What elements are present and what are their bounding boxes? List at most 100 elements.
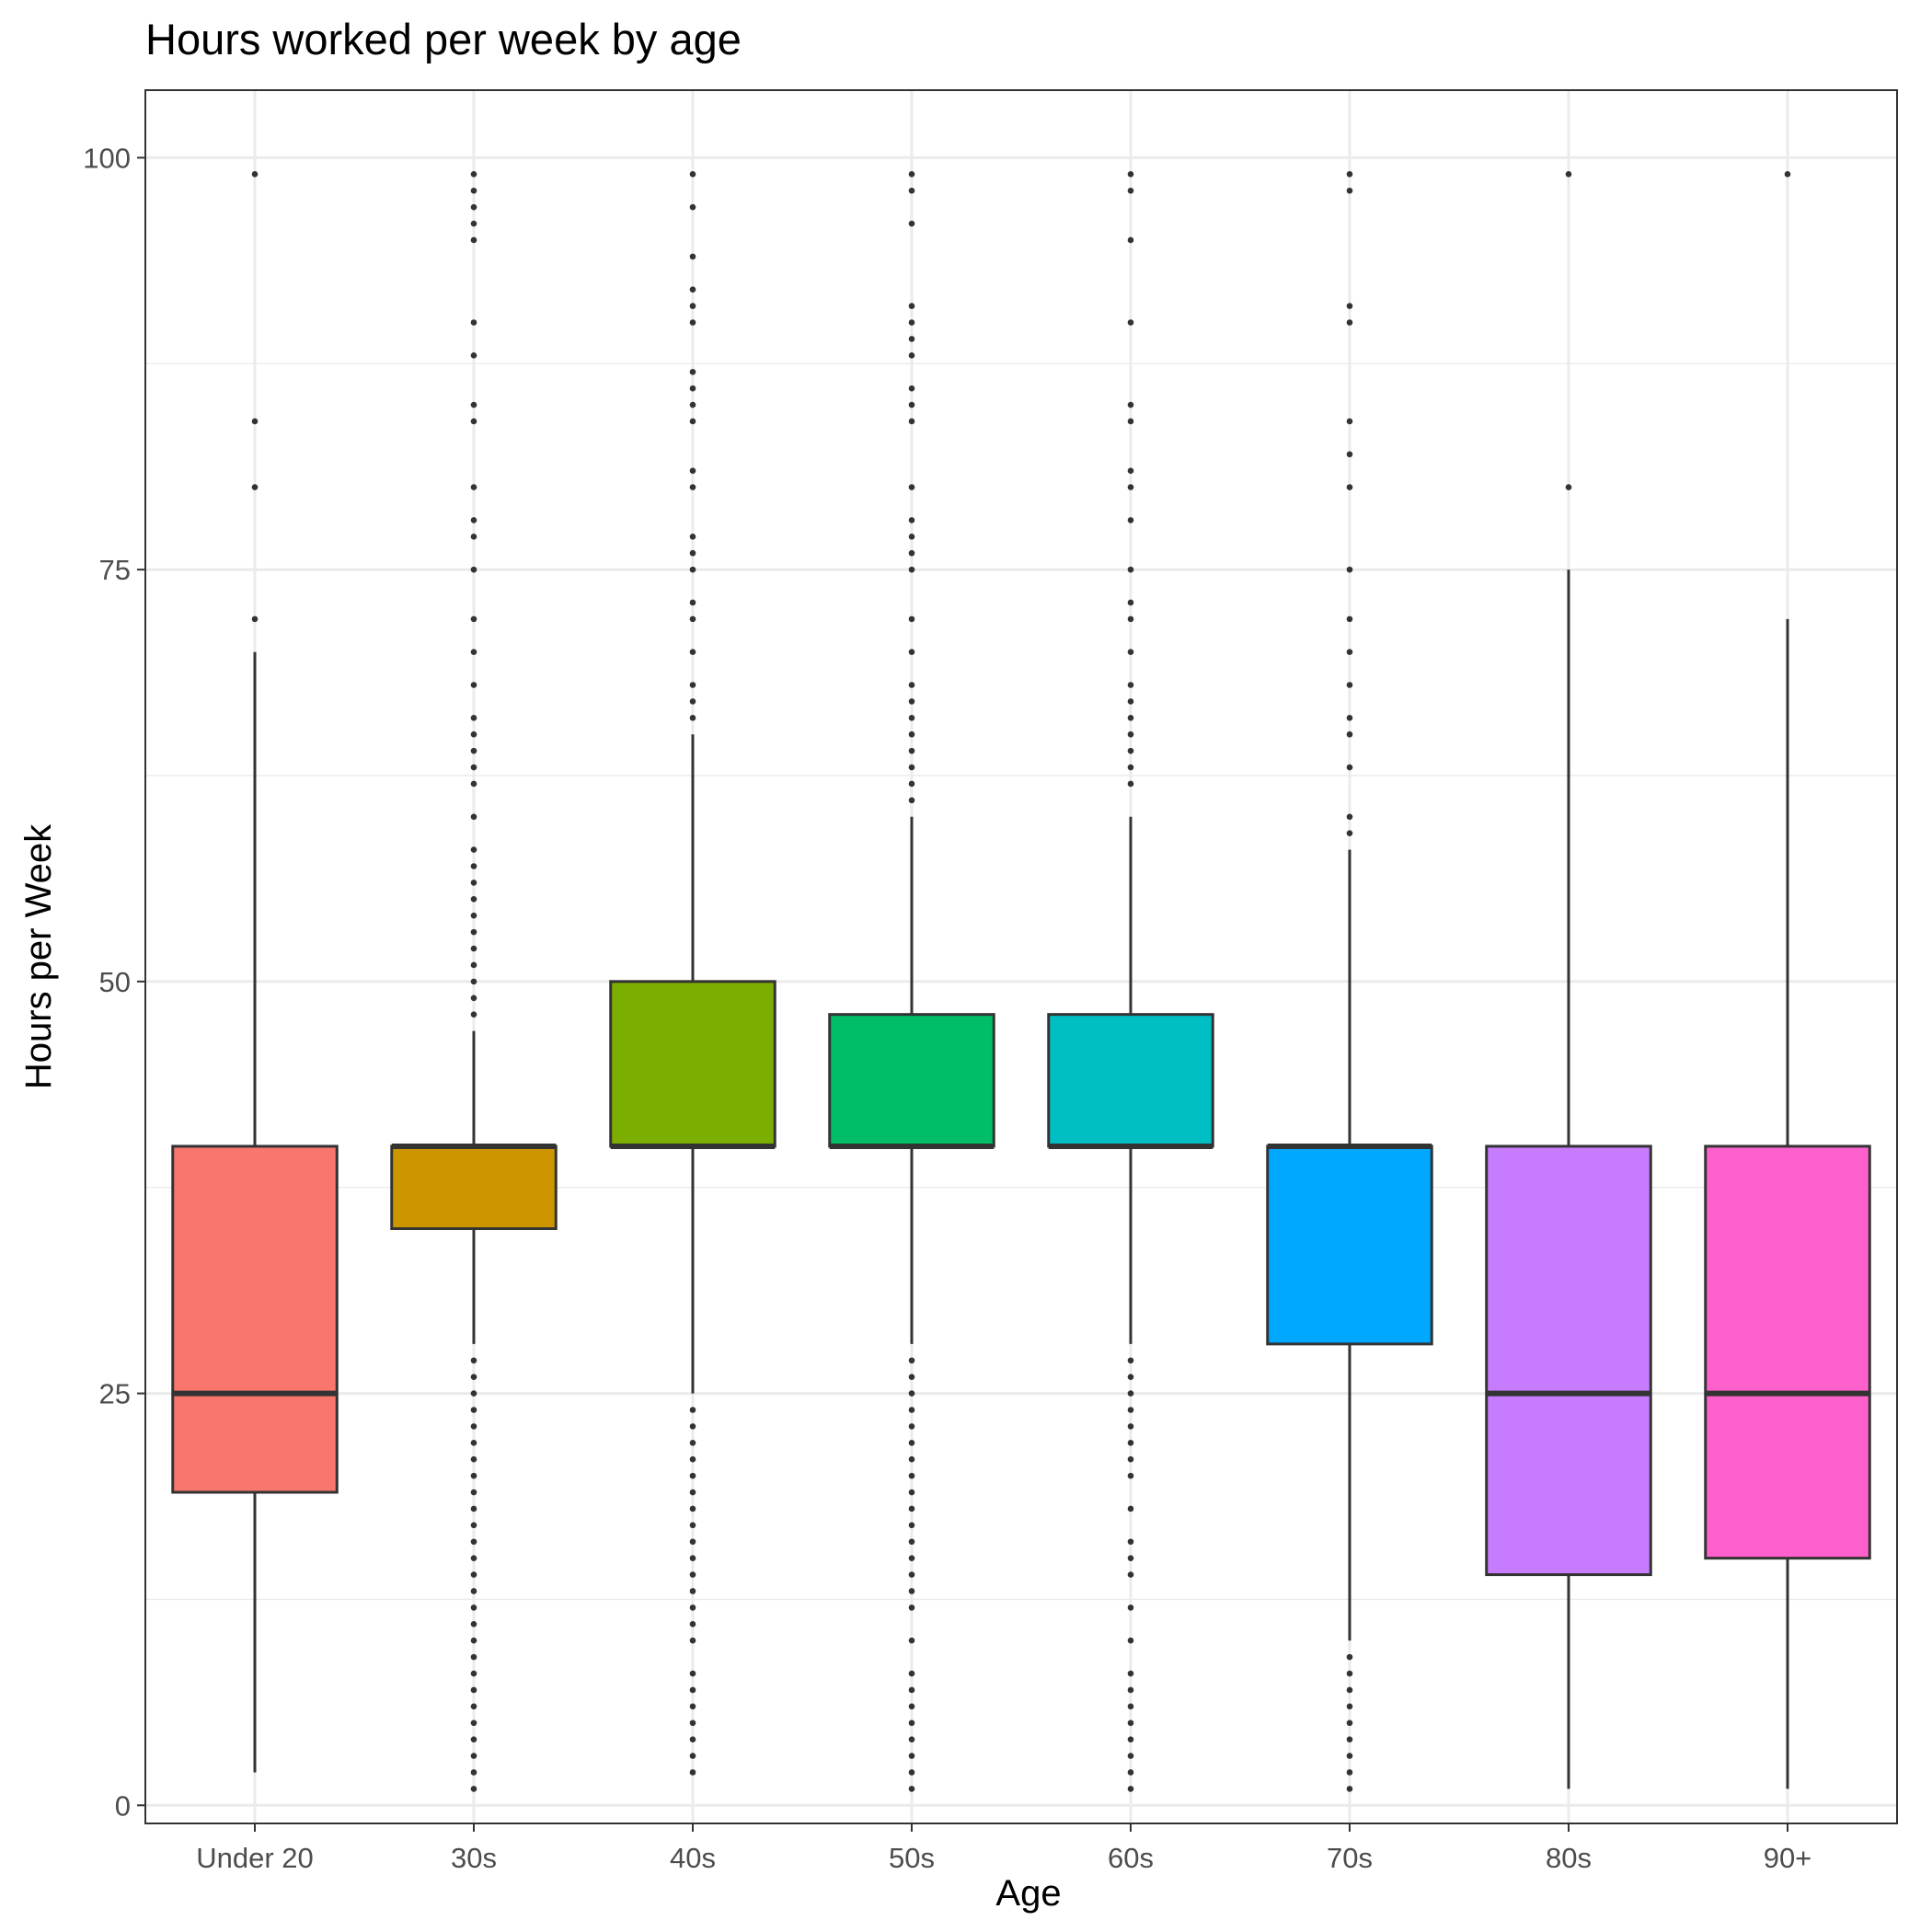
outlier-point — [908, 1374, 915, 1380]
box-group — [171, 651, 339, 1773]
outlier-point — [908, 715, 915, 721]
outlier-point — [1127, 682, 1134, 688]
outlier-point — [470, 747, 477, 754]
outlier-point — [908, 1686, 915, 1694]
outlier-point — [1346, 764, 1353, 771]
outlier-point — [908, 1753, 915, 1759]
outlier-point — [689, 1736, 696, 1742]
outlier-point — [470, 1670, 477, 1677]
x-axis-title: Age — [995, 1873, 1061, 1914]
outlier-point — [470, 319, 477, 326]
outlier-point — [908, 780, 915, 788]
outlier-point — [1346, 813, 1353, 821]
outlier-point — [908, 187, 915, 194]
box-group — [609, 734, 776, 1394]
outlier-point — [470, 352, 477, 359]
x-tick-label: 30s — [451, 1842, 497, 1874]
outlier-point — [689, 1538, 696, 1546]
x-tick-label: 40s — [670, 1842, 716, 1874]
outlier-point — [689, 1588, 696, 1594]
outlier-point — [470, 534, 477, 540]
outlier-point — [689, 1505, 696, 1512]
outlier-point — [908, 1571, 915, 1578]
outlier-point — [470, 236, 477, 244]
outlier-point — [908, 698, 915, 705]
outlier-point — [470, 813, 477, 821]
outlier-point — [908, 1588, 915, 1594]
outlier-point — [689, 1604, 696, 1611]
outlier-point — [1127, 1538, 1134, 1546]
outlier-point — [470, 780, 477, 788]
outlier-point — [1127, 1769, 1134, 1776]
outlier-point — [908, 797, 915, 804]
outlier-point — [251, 615, 259, 623]
y-tick-label: 100 — [83, 142, 131, 174]
outlier-point — [1127, 1703, 1134, 1710]
outlier-point — [689, 1637, 696, 1644]
outlier-point — [908, 682, 915, 688]
outlier-point — [1346, 1653, 1353, 1661]
outlier-point — [908, 549, 915, 557]
outlier-point — [908, 1505, 915, 1512]
outlier-point — [470, 846, 477, 853]
outlier-point — [1127, 1670, 1134, 1677]
box-rect — [390, 1144, 558, 1230]
outlier-point — [689, 385, 696, 392]
x-tick-label: 80s — [1546, 1842, 1592, 1874]
outlier-point — [908, 171, 915, 178]
y-axis-title: Hours per Week — [18, 823, 59, 1089]
outlier-point — [1346, 1686, 1353, 1694]
outlier-point — [470, 1736, 477, 1742]
outlier-point — [1127, 730, 1134, 738]
outlier-point — [470, 1753, 477, 1759]
outlier-point — [689, 1769, 696, 1776]
outlier-point — [470, 418, 477, 425]
outlier-point — [470, 715, 477, 721]
outlier-point — [1346, 615, 1353, 623]
outlier-point — [689, 1522, 696, 1529]
outlier-point — [908, 517, 915, 523]
axis-layer: 0 25 50 75 100 Under 20 30s 40s 50s 60s 70s 80s 90+ — [83, 142, 1811, 1874]
outlier-point — [1346, 566, 1353, 573]
outlier-point — [1346, 1719, 1353, 1727]
y-tick-label: 50 — [99, 966, 131, 998]
outlier-point — [908, 1455, 915, 1463]
outlier-point — [1127, 1686, 1134, 1694]
outlier-layer — [251, 171, 1791, 1792]
outlier-point — [470, 1423, 477, 1430]
y-tick-label: 25 — [99, 1378, 131, 1410]
outlier-point — [470, 961, 477, 969]
outlier-point — [1127, 1423, 1134, 1430]
outlier-point — [470, 1538, 477, 1546]
outlier-point — [1565, 171, 1572, 178]
outlier-point — [470, 203, 477, 211]
x-tick-label: 60s — [1108, 1842, 1154, 1874]
outlier-point — [1127, 649, 1134, 655]
box-rect — [1485, 1144, 1652, 1577]
outlier-point — [470, 863, 477, 869]
outlier-point — [1127, 764, 1134, 771]
outlier-point — [470, 566, 477, 573]
outlier-point — [1127, 1555, 1134, 1561]
outlier-point — [1346, 484, 1353, 490]
outlier-point — [908, 1670, 915, 1677]
outlier-point — [689, 549, 696, 557]
outlier-point — [1346, 303, 1353, 309]
outlier-point — [1127, 615, 1134, 623]
outlier-point — [251, 484, 259, 490]
outlier-point — [470, 1390, 477, 1397]
outlier-point — [1127, 1505, 1134, 1512]
outlier-point — [689, 484, 696, 490]
outlier-point — [470, 1555, 477, 1561]
outlier-point — [470, 220, 477, 227]
box-group — [828, 816, 995, 1344]
outlier-point — [908, 615, 915, 623]
outlier-point — [470, 615, 477, 623]
outlier-point — [689, 1571, 696, 1578]
outlier-point — [689, 1472, 696, 1479]
outlier-point — [908, 1522, 915, 1529]
outlier-point — [1127, 484, 1134, 490]
outlier-point — [908, 1736, 915, 1742]
outlier-point — [908, 1604, 915, 1611]
outlier-point — [908, 220, 915, 227]
